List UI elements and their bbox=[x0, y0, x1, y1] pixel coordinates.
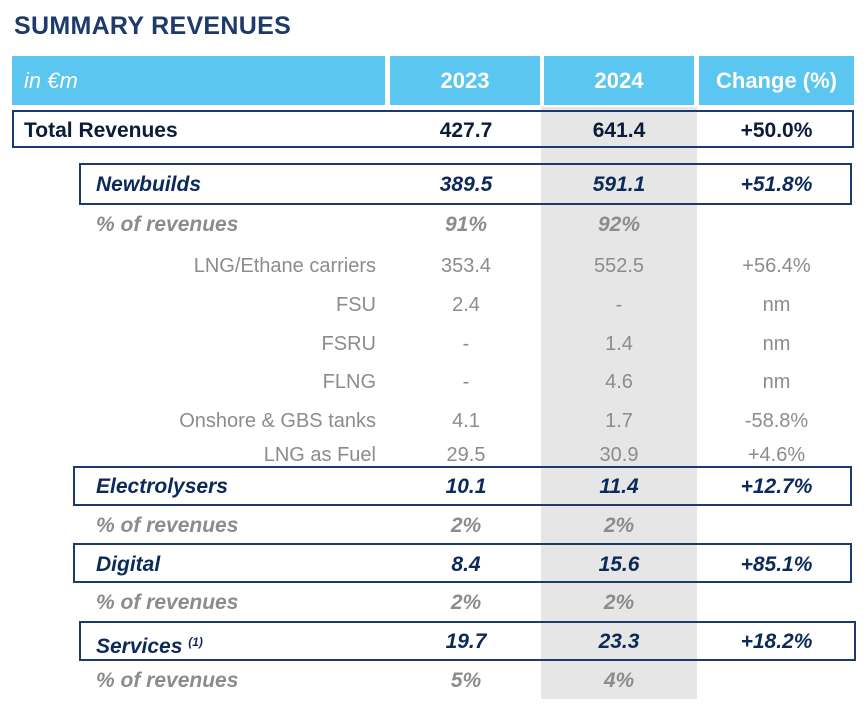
value-2023: 5% bbox=[450, 669, 482, 692]
table-row-digital-pct: % of revenues 2% 2% bbox=[0, 588, 866, 618]
value-change: nm bbox=[762, 333, 791, 355]
row-label: % of revenues bbox=[96, 213, 239, 236]
value-2023: 4.1 bbox=[452, 410, 480, 432]
header-2023: 2023 bbox=[390, 56, 540, 105]
value-2023: 2.4 bbox=[452, 294, 480, 316]
value-2024: 4.6 bbox=[605, 371, 633, 393]
column-2024-highlight bbox=[541, 107, 697, 699]
value-2024: 11.4 bbox=[599, 475, 639, 498]
table-row-total-revenues: Total Revenues 427.7 641.4 +50.0% bbox=[0, 116, 866, 146]
electrolysers-row-frame bbox=[73, 466, 852, 506]
newbuilds-row-frame bbox=[79, 163, 852, 205]
table-row-electrolysers: Electrolysers 10.1 11.4 +12.7% bbox=[0, 472, 866, 502]
row-label: Onshore & GBS tanks bbox=[179, 410, 376, 432]
table-row-services: Services (1) 19.7 23.3 +18.2% bbox=[0, 627, 866, 658]
value-2023: - bbox=[462, 371, 470, 393]
value-2024: 641.4 bbox=[592, 119, 646, 142]
value-change: +4.6% bbox=[747, 444, 806, 466]
table-row-lng-ethane: LNG/Ethane carriers 353.4 552.5 +56.4% bbox=[0, 251, 866, 281]
row-label: % of revenues bbox=[96, 514, 239, 537]
value-2024: 2% bbox=[603, 591, 635, 614]
row-label: FLNG bbox=[322, 371, 376, 393]
row-label: LNG as Fuel bbox=[263, 444, 376, 466]
table-row-fsru: FSRU - 1.4 nm bbox=[0, 329, 866, 359]
value-2023: 8.4 bbox=[451, 553, 481, 576]
value-2023: 91% bbox=[444, 213, 488, 236]
value-2024: 1.7 bbox=[605, 410, 633, 432]
value-2023: 389.5 bbox=[439, 173, 493, 196]
value-change: +51.8% bbox=[740, 173, 813, 196]
value-2023: 19.7 bbox=[445, 630, 487, 653]
row-label: Newbuilds bbox=[96, 173, 202, 196]
value-2024: 15.6 bbox=[598, 553, 640, 576]
row-label: Services bbox=[96, 635, 183, 658]
header-change: Change (%) bbox=[699, 56, 854, 105]
table-row-digital: Digital 8.4 15.6 +85.1% bbox=[0, 550, 866, 580]
value-change: +12.7% bbox=[740, 475, 813, 498]
row-label: LNG/Ethane carriers bbox=[193, 255, 376, 277]
row-label: FSRU bbox=[321, 333, 376, 355]
value-2023: 2% bbox=[450, 591, 482, 614]
row-label: Electrolysers bbox=[96, 475, 228, 498]
value-2023: 2% bbox=[450, 514, 482, 537]
value-2024: 92% bbox=[597, 213, 641, 236]
digital-row-frame bbox=[73, 543, 852, 583]
value-2024: 23.3 bbox=[598, 630, 640, 653]
table-row-newbuilds-pct: % of revenues 91% 92% bbox=[0, 210, 866, 240]
value-change: +85.1% bbox=[740, 553, 813, 576]
row-label: Digital bbox=[96, 553, 161, 576]
value-2024: 30.9 bbox=[599, 444, 639, 466]
footnote-marker: (1) bbox=[188, 635, 203, 649]
table-row-fsu: FSU 2.4 - nm bbox=[0, 290, 866, 320]
value-2024: 2% bbox=[603, 514, 635, 537]
table-row-onshore-gbs: Onshore & GBS tanks 4.1 1.7 -58.8% bbox=[0, 406, 866, 436]
value-2024: 552.5 bbox=[593, 255, 645, 277]
value-2024: 591.1 bbox=[592, 173, 646, 196]
value-change: nm bbox=[762, 371, 791, 393]
table-row-flng: FLNG - 4.6 nm bbox=[0, 367, 866, 397]
table-row-electrolysers-pct: % of revenues 2% 2% bbox=[0, 511, 866, 541]
row-label: % of revenues bbox=[96, 669, 239, 692]
value-2023: 29.5 bbox=[446, 444, 486, 466]
header-2024: 2024 bbox=[544, 56, 694, 105]
value-change: +18.2% bbox=[740, 630, 813, 653]
value-2024: 4% bbox=[603, 669, 635, 692]
value-2023: 10.1 bbox=[445, 475, 487, 498]
page-title: SUMMARY REVENUES bbox=[14, 12, 292, 40]
table-row-lng-as-fuel: LNG as Fuel 29.5 30.9 +4.6% bbox=[0, 440, 866, 470]
value-2023: 427.7 bbox=[439, 119, 493, 142]
value-change: nm bbox=[762, 294, 791, 316]
value-2023: 353.4 bbox=[440, 255, 492, 277]
table-row-services-pct: % of revenues 5% 4% bbox=[0, 666, 866, 696]
value-2023: - bbox=[462, 333, 470, 355]
value-2024: 1.4 bbox=[605, 333, 633, 355]
value-change: +56.4% bbox=[742, 255, 811, 277]
header-unit: in €m bbox=[12, 56, 385, 105]
services-row-frame bbox=[79, 621, 856, 661]
total-row-frame bbox=[12, 110, 854, 148]
value-change: -58.8% bbox=[744, 410, 809, 432]
row-label: % of revenues bbox=[96, 591, 239, 614]
value-2024: - bbox=[615, 294, 623, 316]
value-change: +50.0% bbox=[740, 119, 813, 142]
row-label: Total Revenues bbox=[24, 119, 178, 142]
row-label: FSU bbox=[336, 294, 376, 316]
table-row-newbuilds: Newbuilds 389.5 591.1 +51.8% bbox=[0, 170, 866, 200]
row-label-wrap: Services (1) bbox=[96, 627, 203, 662]
